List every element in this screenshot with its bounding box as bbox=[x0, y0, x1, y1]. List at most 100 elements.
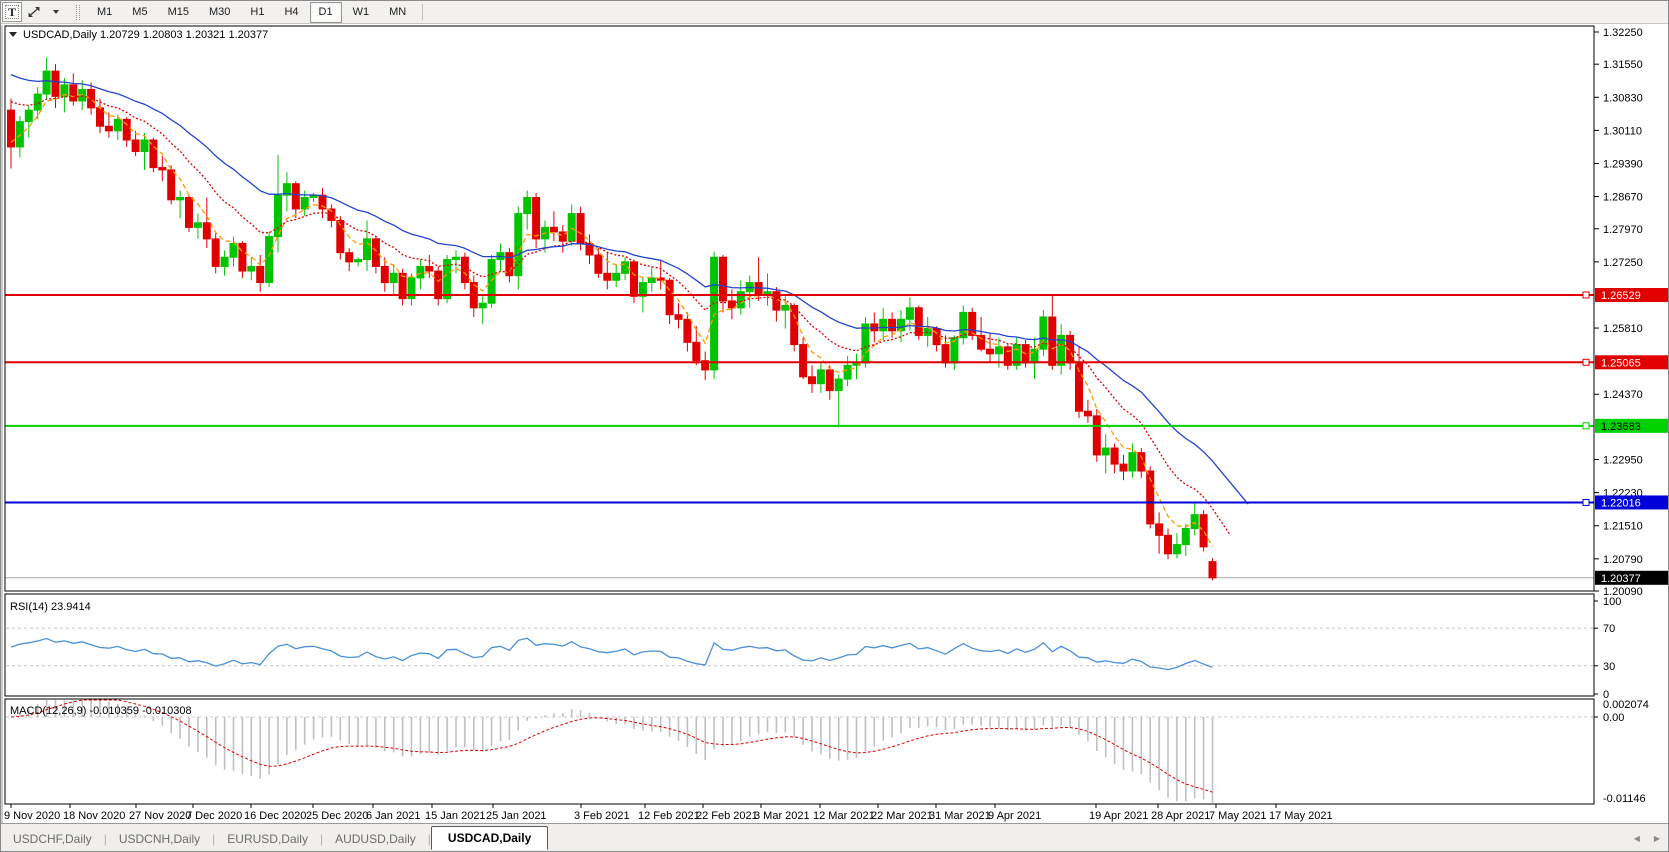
candle-body bbox=[452, 256, 460, 261]
timeframe-button-m15[interactable]: M15 bbox=[167, 6, 189, 18]
candle-body bbox=[843, 364, 852, 380]
candle-body bbox=[1003, 346, 1012, 366]
candle-body bbox=[1012, 344, 1021, 366]
text-tool-button[interactable]: T bbox=[2, 2, 22, 22]
candle-body bbox=[1208, 561, 1217, 579]
date-tick-label: 9 Nov 2020 bbox=[4, 810, 60, 822]
candle-body bbox=[576, 213, 585, 244]
candle-body bbox=[1030, 348, 1039, 364]
timeframe-button-d1[interactable]: D1 bbox=[309, 1, 342, 23]
candle-body bbox=[371, 238, 380, 267]
candle-body bbox=[1048, 316, 1057, 366]
candle-body bbox=[558, 231, 567, 242]
chart-tab-usdcad[interactable]: USDCAD,Daily bbox=[430, 825, 549, 850]
moving-averages-layer bbox=[10, 73, 1249, 547]
timeframe-button-w1[interactable]: W1 bbox=[352, 6, 370, 18]
hline-handle bbox=[1582, 291, 1590, 299]
candle-body bbox=[104, 125, 113, 132]
chart-title-marker-icon bbox=[9, 32, 17, 37]
candle-body bbox=[1039, 316, 1048, 350]
candle-body bbox=[247, 265, 256, 272]
candle-body bbox=[193, 222, 202, 228]
candle-body bbox=[701, 360, 710, 371]
date-tick-label: 3 Mar 2021 bbox=[754, 810, 810, 822]
date-tick-label: 16 Dec 2020 bbox=[244, 810, 306, 822]
candle-body bbox=[1190, 514, 1199, 529]
timeframe-button-h4[interactable]: H4 bbox=[284, 6, 299, 18]
candle-body bbox=[914, 307, 923, 336]
candle-body bbox=[523, 196, 532, 215]
macd-label: MACD(12,26,9) -0.010359 -0.010308 bbox=[10, 705, 192, 717]
candle-body bbox=[149, 139, 158, 169]
rsi-line bbox=[10, 637, 1213, 671]
date-tick-label: 15 Jan 2021 bbox=[425, 810, 486, 822]
date-tick-label: 25 Dec 2020 bbox=[306, 810, 368, 822]
candle-body bbox=[1164, 534, 1172, 555]
macd-axis-zero: 0.00 bbox=[1603, 712, 1624, 724]
candle-body bbox=[256, 265, 265, 284]
price-tick-label: 1.24370 bbox=[1603, 389, 1643, 401]
date-tick-label: 28 Apr 2021 bbox=[1151, 810, 1210, 822]
toolbar-grip-handle[interactable] bbox=[76, 4, 80, 20]
price-tick-label: 1.29390 bbox=[1603, 158, 1643, 170]
price-tick-label: 1.21510 bbox=[1603, 521, 1643, 533]
price-tick-label: 1.25810 bbox=[1603, 323, 1643, 335]
tab-separator: | bbox=[427, 831, 431, 846]
candle-body bbox=[763, 291, 772, 295]
chart-tab-usdchf[interactable]: USDCHF,Daily bbox=[13, 831, 92, 846]
candle-body bbox=[594, 254, 603, 274]
timeframe-button-m30[interactable]: M30 bbox=[208, 6, 231, 18]
arrows-tool-button[interactable] bbox=[24, 2, 44, 22]
price-axis: 1.32250 1.31550 1.30830 1.30110 1.29390 1.286… bbox=[1594, 27, 1668, 598]
top-toolbar: T M1 M5 M15 M30 H1 H4 D1 W1 MN bbox=[1, 1, 1668, 24]
ma-slow-line bbox=[10, 73, 1249, 505]
chart-tab-bar: USDCHF,Daily | USDCNH,Daily | EURUSD,Daily | A… bbox=[1, 823, 1668, 851]
pane-frames bbox=[1, 25, 1595, 823]
candle-body bbox=[825, 369, 834, 392]
date-tick-label: 12 Mar 2021 bbox=[813, 810, 875, 822]
candle-body bbox=[1092, 415, 1101, 456]
candle-body bbox=[567, 213, 576, 242]
candle-body bbox=[719, 256, 727, 302]
timeframe-button-m5[interactable]: M5 bbox=[132, 6, 148, 18]
timeframe-button-mn[interactable]: MN bbox=[389, 6, 407, 18]
tab-separator: | bbox=[103, 831, 107, 846]
date-tick-label: 6 Jan 2021 bbox=[366, 810, 420, 822]
candle-body bbox=[994, 346, 1003, 355]
tab-scroll-right-icon[interactable]: ▶ bbox=[1653, 834, 1660, 843]
candle-body bbox=[51, 70, 60, 97]
candle-body bbox=[514, 213, 523, 277]
text-tool-icon: T bbox=[4, 5, 19, 19]
candle-body bbox=[407, 277, 416, 300]
price-tick-label: 1.32250 bbox=[1603, 27, 1643, 39]
candle-body bbox=[389, 272, 398, 284]
hline-price-badge bbox=[1595, 495, 1668, 510]
candle-body bbox=[1101, 447, 1110, 456]
candle-body bbox=[416, 265, 425, 279]
candle-body bbox=[683, 318, 692, 343]
price-tick-label: 1.27250 bbox=[1603, 257, 1643, 269]
candle-body bbox=[363, 238, 371, 261]
tab-separator: | bbox=[212, 831, 216, 846]
timeframe-button-m1[interactable]: M1 bbox=[97, 6, 113, 18]
candle-body bbox=[1199, 514, 1208, 548]
chart-canvas[interactable]: 1.32250 1.31550 1.30830 1.30110 1.29390 1.286… bbox=[1, 25, 1669, 823]
arrows-dropdown-button[interactable] bbox=[46, 2, 66, 22]
candle-body bbox=[15, 121, 24, 148]
candle-body bbox=[710, 256, 719, 371]
tab-separator: | bbox=[319, 831, 324, 846]
candle-body bbox=[638, 282, 647, 297]
chart-tab-audusd[interactable]: AUDUSD,Daily bbox=[335, 831, 416, 846]
macd-signal-line bbox=[10, 699, 1213, 793]
tab-scroll-left-icon[interactable]: ◀ bbox=[1633, 834, 1640, 843]
candle-body bbox=[434, 270, 443, 300]
price-tick-label: 1.30830 bbox=[1603, 92, 1643, 104]
chart-tab-usdcnh[interactable]: USDCNH,Daily bbox=[118, 831, 201, 846]
candle-body bbox=[1137, 452, 1146, 472]
timeframe-button-h1[interactable]: H1 bbox=[250, 6, 265, 18]
candle-body bbox=[1119, 463, 1128, 472]
candle-body bbox=[692, 341, 701, 362]
chart-tab-eurusd[interactable]: EURUSD,Daily bbox=[227, 831, 308, 846]
candle-body bbox=[113, 118, 122, 132]
